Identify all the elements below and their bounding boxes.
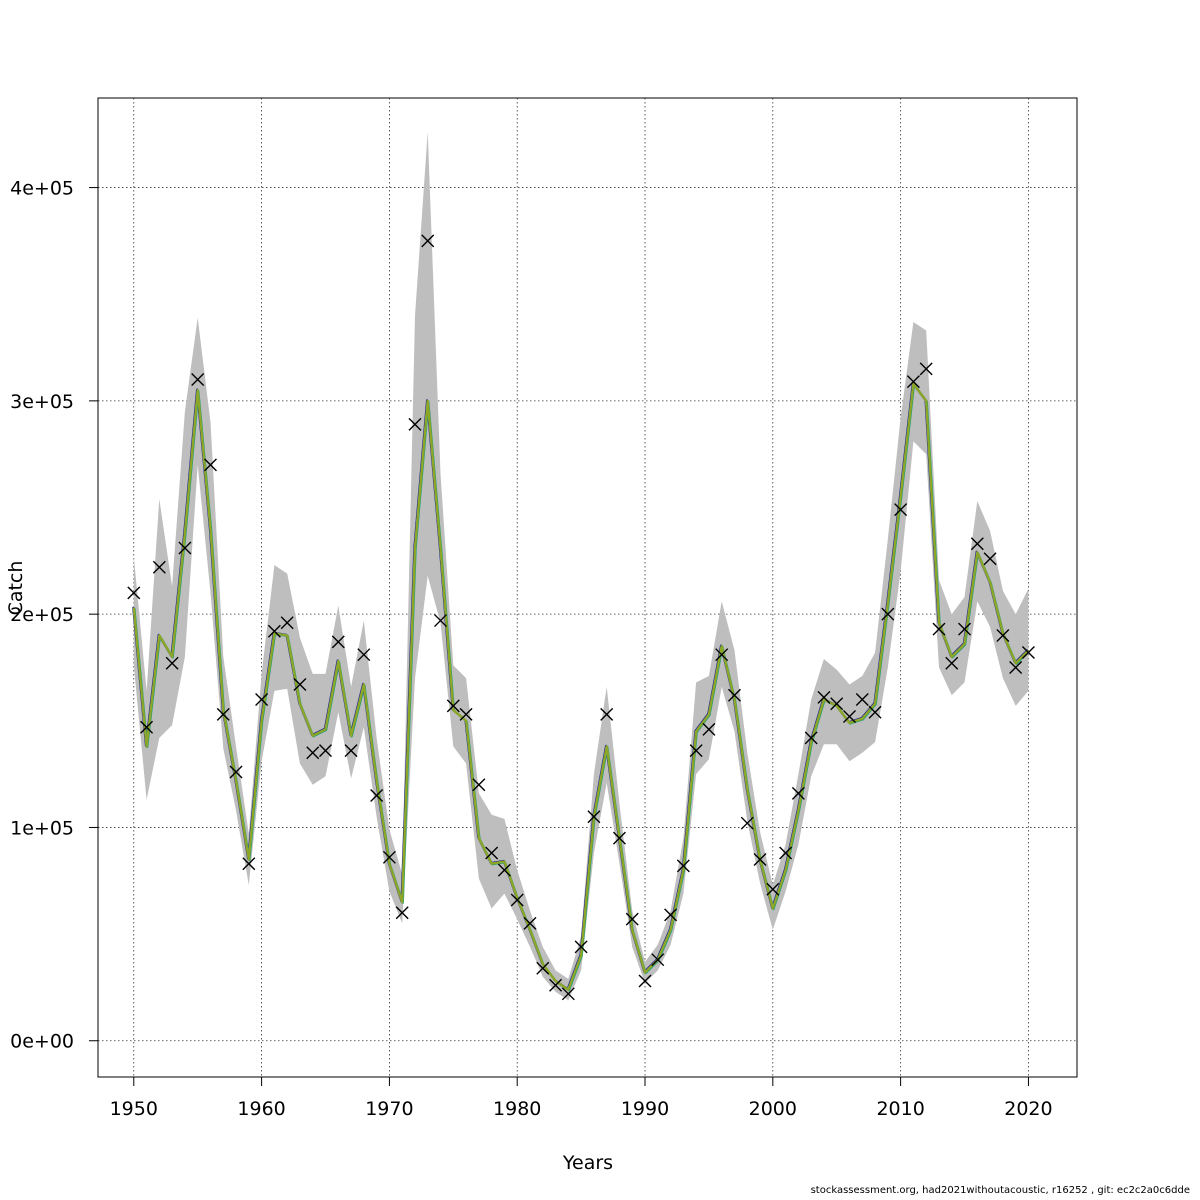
observed-point xyxy=(881,607,895,621)
observed-point xyxy=(523,916,537,930)
observed-point xyxy=(382,850,396,864)
observed-point xyxy=(216,707,230,721)
observed-point xyxy=(510,893,524,907)
observed-point xyxy=(958,622,972,636)
y-tick-label: 1e+05 xyxy=(10,817,74,839)
observed-point xyxy=(127,586,141,600)
observed-point xyxy=(932,622,946,636)
observed-point xyxy=(894,503,908,517)
observed-point xyxy=(395,906,409,920)
observed-point xyxy=(319,744,332,758)
observed-point xyxy=(970,537,984,551)
x-tick-label: 1950 xyxy=(110,1098,158,1120)
observed-point xyxy=(600,707,614,721)
confidence-band-area xyxy=(133,132,1029,1001)
y-axis: 0e+00 1e+05 2e+05 3e+05 4e+05 xyxy=(10,178,98,1053)
x-tick-label: 2000 xyxy=(749,1098,797,1120)
observed-point xyxy=(408,417,422,431)
observed-point xyxy=(766,882,780,896)
x-tick-label: 1980 xyxy=(493,1098,541,1120)
observed-point xyxy=(370,788,384,802)
observed-point xyxy=(357,648,371,662)
observed-point xyxy=(855,692,869,706)
observed-point xyxy=(702,722,716,736)
observed-point xyxy=(868,705,882,719)
y-tick-label: 0e+00 xyxy=(10,1031,74,1053)
observed-point xyxy=(664,908,678,922)
observed-point xyxy=(830,697,844,711)
observed-point xyxy=(459,707,473,721)
observed-point xyxy=(306,746,320,760)
observed-point xyxy=(612,831,626,845)
observed-point xyxy=(165,656,179,670)
observed-point xyxy=(497,863,511,877)
observed-point xyxy=(1021,646,1035,660)
x-tick-label: 1970 xyxy=(365,1098,413,1120)
observed-point xyxy=(446,699,460,713)
observed-point xyxy=(267,624,281,638)
observed-point xyxy=(727,688,741,702)
observed-point xyxy=(817,690,831,704)
observed-point xyxy=(574,940,588,954)
observed-point xyxy=(753,852,767,866)
observed-point xyxy=(791,786,805,800)
observed-point xyxy=(152,560,166,574)
observed-point xyxy=(919,362,933,376)
observed-point xyxy=(140,720,154,734)
observed-point xyxy=(689,744,703,758)
observed-point xyxy=(191,373,205,387)
observed-point xyxy=(983,552,997,566)
observed-point xyxy=(344,744,358,758)
y-axis-label: Catch xyxy=(5,561,27,616)
y-tick-label: 4e+05 xyxy=(10,178,74,200)
y-tick-label: 3e+05 xyxy=(10,391,74,413)
plot-frame xyxy=(97,97,1078,1078)
fit-line xyxy=(132,382,1030,991)
observed-point xyxy=(434,614,448,628)
x-tick-label: 2020 xyxy=(1004,1098,1052,1120)
x-axis: 1950 1960 1970 1980 1990 2000 2010 2020 xyxy=(110,1077,1053,1120)
observed-point xyxy=(472,778,486,792)
observed-point xyxy=(740,816,754,830)
observed-point xyxy=(804,731,818,745)
observed-point xyxy=(203,458,217,472)
observed-point xyxy=(280,616,294,630)
grid-lines xyxy=(98,98,1077,1077)
observed-point xyxy=(843,710,856,724)
confidence-band xyxy=(133,132,1029,1001)
footer-credit: stockassessment.org, had2021withoutacous… xyxy=(810,1185,1190,1196)
observed-point xyxy=(293,678,307,692)
observed-point xyxy=(676,859,690,873)
x-tick-label: 2010 xyxy=(876,1098,924,1120)
observed-point xyxy=(906,375,920,389)
x-tick-label: 1960 xyxy=(237,1098,285,1120)
observed-point xyxy=(331,635,345,649)
observed-point xyxy=(779,846,793,860)
observed-point xyxy=(945,656,959,670)
observed-point xyxy=(1009,660,1023,674)
observed-markers xyxy=(127,234,1035,1001)
observed-point xyxy=(651,953,665,967)
observed-point xyxy=(561,987,575,1001)
observed-point xyxy=(536,961,550,975)
y-tick-label: 2e+05 xyxy=(10,604,74,626)
observed-point xyxy=(178,541,192,555)
fit-lines xyxy=(132,382,1030,992)
observed-point xyxy=(625,912,639,926)
observed-point xyxy=(715,648,729,662)
observed-point xyxy=(485,846,499,860)
observed-point xyxy=(587,810,601,824)
observed-point xyxy=(638,974,652,988)
observed-point xyxy=(242,857,256,871)
x-axis-label: Years xyxy=(562,1152,613,1174)
observed-point xyxy=(996,628,1010,642)
observed-point xyxy=(549,978,563,992)
observed-point xyxy=(255,692,269,706)
observed-point xyxy=(421,234,435,248)
observed-point xyxy=(229,765,243,779)
x-tick-label: 1990 xyxy=(621,1098,669,1120)
